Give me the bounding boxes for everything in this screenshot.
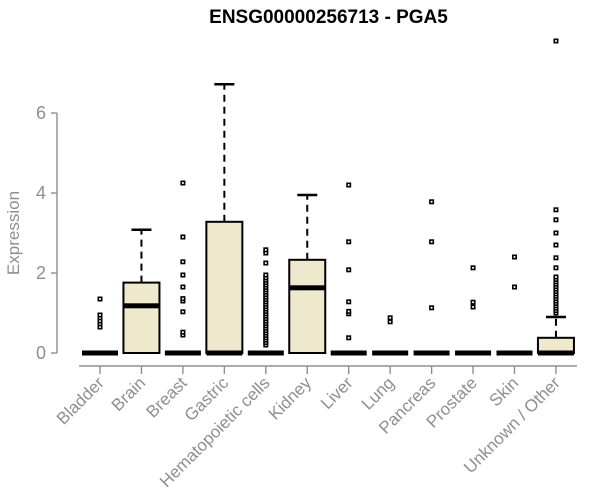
outlier-point-center (472, 301, 474, 304)
outlier-point-center (513, 286, 516, 288)
outlier-point-center (513, 256, 516, 258)
outlier-point-center (555, 266, 557, 269)
outlier-point-center (389, 320, 392, 323)
y-tick-label: 6 (36, 103, 46, 123)
outlier-point-center (555, 218, 557, 221)
x-tick-label: Skin (486, 373, 523, 410)
median-line (330, 350, 367, 356)
median-line (123, 303, 160, 309)
outlier-point-center (389, 316, 392, 319)
outlier-point-center (99, 322, 101, 325)
outlier-point-center (430, 200, 433, 203)
outlier-point-center (264, 248, 267, 251)
outlier-point-center (182, 331, 184, 334)
outlier-point-center (430, 306, 433, 309)
median-line (537, 350, 574, 356)
outlier-point-center (99, 320, 101, 322)
outlier-point-center (99, 326, 101, 328)
outlier-point-center (99, 314, 101, 316)
outlier-point-center (555, 256, 557, 259)
outlier-point-center (472, 306, 474, 308)
outlier-point-center (555, 40, 557, 42)
median-line (82, 350, 118, 356)
outlier-point-center (430, 240, 433, 243)
outlier-point-center (347, 310, 350, 313)
outlier-point-center (99, 298, 101, 300)
x-tick-label: Bladder (53, 373, 108, 428)
outlier-point-center (182, 236, 184, 238)
x-tick-label: Liver (317, 373, 357, 413)
x-tick-label: Kidney (265, 373, 316, 424)
box (288, 258, 327, 354)
outlier-point-center (182, 286, 184, 288)
median-line (164, 350, 201, 356)
outlier-point-center (555, 276, 557, 278)
chart-title: ENSG00000256713 - PGA5 (209, 7, 448, 28)
outlier-point-center (347, 300, 350, 303)
median-line (496, 350, 533, 356)
outlier-point-center (264, 276, 267, 279)
y-tick-label: 2 (36, 263, 46, 283)
outlier-point-center (347, 336, 350, 339)
median-line (289, 285, 326, 291)
median-line (413, 350, 450, 356)
outlier-point-center (264, 262, 267, 264)
outlier-point-center (182, 297, 184, 300)
outlier-point-center (182, 310, 184, 313)
outlier-point-center (182, 334, 184, 336)
outlier-point-center (555, 232, 557, 234)
outlier-point-center (182, 260, 184, 263)
outlier-point-center (182, 182, 184, 184)
outlier-point-center (555, 208, 557, 211)
y-tick-label: 0 (36, 343, 46, 363)
outlier-point-center (347, 268, 350, 271)
median-line (206, 350, 243, 356)
outlier-point-center (264, 274, 267, 276)
box (205, 220, 244, 354)
box (122, 281, 161, 355)
outlier-point-center (99, 316, 101, 319)
median-line (455, 350, 492, 356)
outlier-point-center (472, 266, 474, 269)
outlier-point-center (264, 252, 267, 254)
median-line (372, 350, 409, 356)
outlier-point-center (347, 184, 350, 186)
outlier-point-center (555, 244, 557, 246)
outlier-point-center (347, 240, 350, 243)
outlier-point-center (182, 274, 184, 276)
y-tick-label: 4 (36, 183, 46, 203)
median-line (247, 350, 284, 356)
